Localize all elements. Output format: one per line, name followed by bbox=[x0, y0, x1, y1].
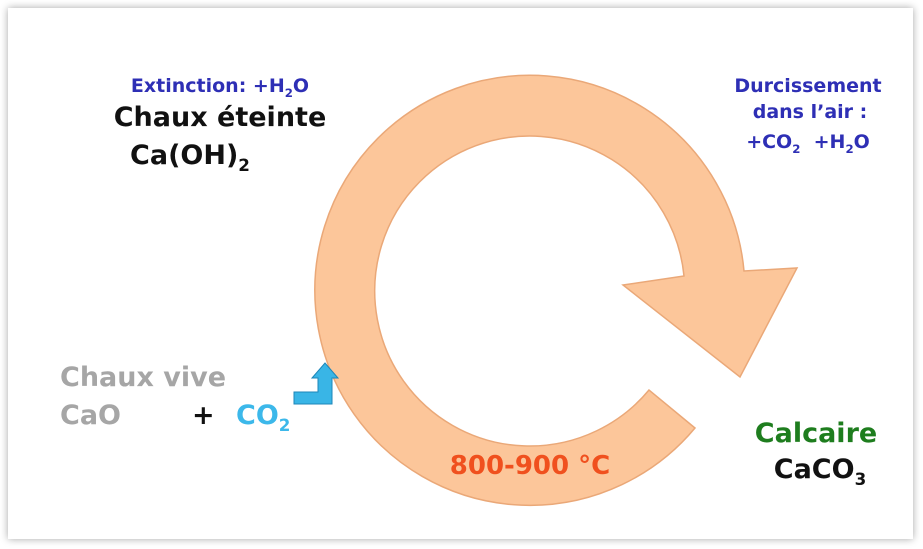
caco3-label: CaCO3 bbox=[774, 454, 866, 489]
caoh2-label: Ca(OH)2 bbox=[130, 140, 250, 175]
plus-label: + bbox=[192, 400, 215, 431]
text-part: + bbox=[192, 400, 215, 431]
text-part: Calcaire bbox=[755, 418, 877, 449]
text-part: +CO bbox=[746, 131, 792, 153]
co2-label: CO2 bbox=[236, 400, 290, 435]
text-part: CO bbox=[236, 400, 279, 431]
text-part: CaCO bbox=[774, 454, 855, 485]
text-part: Extinction: +H bbox=[131, 75, 285, 97]
subscript: 3 bbox=[855, 469, 867, 489]
temperature-label: 800-900 °C bbox=[450, 451, 610, 481]
subscript: 2 bbox=[845, 142, 853, 156]
durcissement-label: Durcissement bbox=[734, 75, 881, 97]
subscript: 2 bbox=[285, 86, 293, 100]
co2-h2o-label: +CO2 +H2O bbox=[746, 131, 870, 156]
extinction-label: Extinction: +H2O bbox=[131, 75, 309, 100]
text-part: Chaux vive bbox=[60, 362, 226, 393]
subscript: 2 bbox=[238, 155, 250, 175]
release-arrow bbox=[293, 362, 340, 405]
text-part: Ca(OH) bbox=[130, 140, 238, 171]
calcaire-label: Calcaire bbox=[755, 418, 877, 449]
chaux-vive-label: Chaux vive bbox=[60, 362, 226, 393]
cao-label: CaO bbox=[60, 400, 121, 431]
text-part: 800-900 °C bbox=[450, 451, 610, 481]
text-part: dans l’air : bbox=[753, 101, 868, 123]
chaux-eteinte-label: Chaux éteinte bbox=[114, 102, 327, 133]
subscript: 2 bbox=[792, 142, 800, 156]
cycle-arrow bbox=[314, 74, 799, 506]
text-part: Chaux éteinte bbox=[114, 102, 327, 133]
subscript: 2 bbox=[279, 415, 291, 435]
dans-air-label: dans l’air : bbox=[753, 101, 868, 123]
text-part: CaO bbox=[60, 400, 121, 431]
text-part: O bbox=[854, 131, 870, 153]
text-part: +H bbox=[800, 131, 845, 153]
text-part: O bbox=[293, 75, 309, 97]
text-part: Durcissement bbox=[734, 75, 881, 97]
